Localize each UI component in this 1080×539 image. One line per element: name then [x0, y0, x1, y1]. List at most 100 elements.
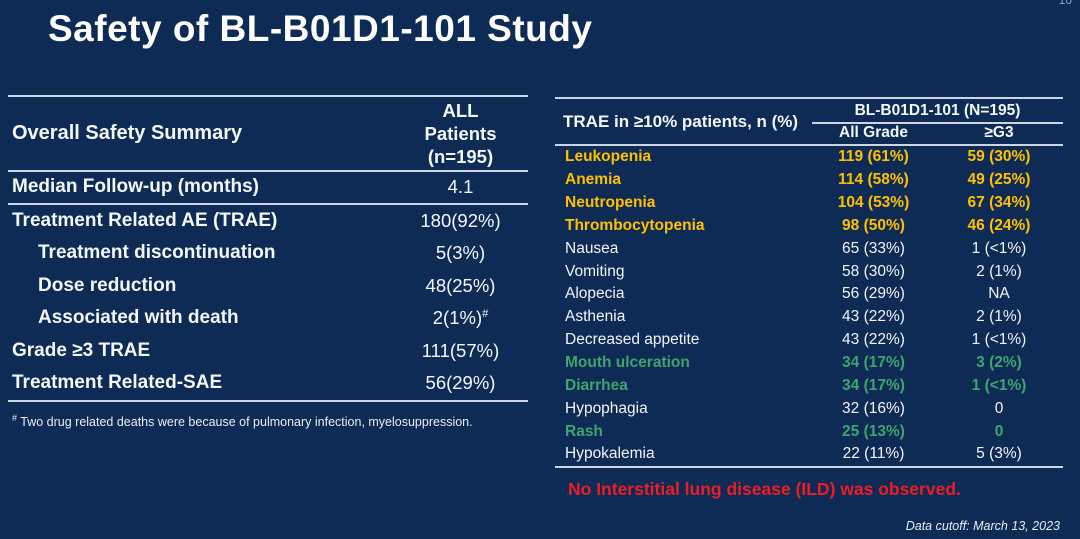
footnote: # Two drug related deaths were because o…: [8, 413, 528, 429]
row-value: 4.1: [447, 176, 474, 197]
table-row: Dose reduction 48(25%): [8, 270, 528, 303]
adverse-event-name: Thrombocytopenia: [565, 216, 705, 234]
table-row: Vomiting 58 (30%) 2 (1%): [555, 260, 1063, 283]
table-row: Rash 25 (13%) 0: [555, 420, 1063, 443]
row-label: Treatment discontinuation: [38, 242, 276, 264]
table-row: Diarrhea 34 (17%) 1 (<1%): [555, 374, 1063, 397]
adverse-event-name: Leukopenia: [565, 148, 652, 166]
adverse-event-name: Neutropenia: [565, 194, 656, 212]
table-rule: [555, 144, 1063, 146]
adverse-event-name: Nausea: [565, 239, 619, 257]
row-label: Grade ≥3 TRAE: [12, 339, 151, 361]
slide-title: Safety of BL-B01D1-101 Study: [48, 8, 593, 49]
trae-table-title: TRAE in ≥10% patients, n (%): [563, 111, 799, 131]
table-rule: [8, 169, 528, 172]
row-label: Median Follow-up (months): [12, 176, 259, 197]
row-label: Dose reduction: [38, 274, 177, 296]
table-rule: [8, 399, 528, 402]
table-row: Asthenia 43 (22%) 2 (1%): [555, 306, 1063, 329]
table-row: Mouth ulceration 34 (17%) 3 (2%): [555, 352, 1063, 375]
ild-note: No Interstitial lung disease (ILD) was o…: [568, 479, 961, 499]
table-row: Treatment Related AE (TRAE) 180(92%): [8, 205, 528, 238]
g3-value: 2 (1%): [976, 308, 1022, 326]
table-rule: [555, 97, 1063, 99]
table-row: Neutropenia 104 (53%) 67 (34%): [555, 192, 1063, 215]
g3-value: 0: [994, 399, 1004, 417]
row-value: 56(29%): [425, 372, 496, 394]
adverse-event-name: Hypokalemia: [565, 445, 655, 463]
all-grade-value: 65 (33%): [842, 239, 905, 257]
all-grade-value: 114 (58%): [838, 171, 909, 189]
all-grade-value: 58 (30%): [842, 262, 905, 280]
row-value: 111(57%): [421, 339, 500, 361]
all-grade-value: 56 (29%): [842, 285, 905, 303]
table-row: Anemia 114 (58%) 49 (25%): [555, 169, 1063, 192]
table-row: Alopecia 56 (29%) NA: [555, 283, 1063, 306]
table-row: Median Follow-up (months) 4.1: [8, 172, 528, 203]
table-row: Associated with death 2(1%)#: [8, 302, 528, 335]
table-row: Thrombocytopenia 98 (50%) 46 (24%): [555, 215, 1063, 238]
table-rule: [8, 202, 528, 205]
all-grade-value: 43 (22%): [842, 331, 905, 349]
all-grade-value: 25 (13%): [842, 422, 905, 440]
adverse-event-name: Asthenia: [565, 308, 626, 326]
g3-value: 1 (<1%): [971, 331, 1027, 349]
g3-value: 49 (25%): [967, 171, 1031, 189]
table-row: Leukopenia 119 (61%) 59 (30%): [555, 146, 1063, 169]
left-table-header-row: Overall Safety Summary ALL Patients (n=1…: [8, 97, 528, 170]
all-grade-value: 98 (50%): [842, 216, 905, 234]
table-row: Grade ≥3 TRAE 111(57%): [8, 335, 528, 368]
table-rule: [555, 465, 1063, 468]
row-value: 5(3%): [435, 242, 486, 264]
all-grade-value: 104 (53%): [837, 194, 910, 212]
adverse-event-name: Rash: [565, 422, 603, 440]
table-rule: [8, 95, 528, 97]
left-table-column-header: ALL Patients (n=195): [424, 99, 497, 167]
all-grade-value: 34 (17%): [842, 376, 905, 394]
g3-value: 2 (1%): [976, 262, 1022, 280]
all-grade-value: 22 (11%): [842, 445, 905, 463]
trae-table-header: TRAE in ≥10% patients, n (%) BL-B01D1-10…: [555, 99, 1063, 144]
g3-value: 0: [994, 422, 1004, 440]
study-group-header: BL-B01D1-101 (N=195): [812, 99, 1063, 124]
g3-value: 67 (34%): [967, 194, 1031, 212]
data-cutoff: Data cutoff: March 13, 2023: [905, 519, 1060, 533]
page-number: 10: [1058, 0, 1072, 7]
g3-value: 1 (<1%): [971, 239, 1027, 257]
adverse-event-name: Anemia: [565, 171, 621, 189]
table-row: Treatment discontinuation 5(3%): [8, 237, 528, 270]
g3-value: 1 (<1%): [971, 376, 1027, 394]
all-grade-value: 43 (22%): [842, 308, 905, 326]
row-value: 2(1%)#: [393, 307, 528, 329]
row-value: 48(25%): [425, 274, 496, 296]
table-row: Nausea 65 (33%) 1 (<1%): [555, 237, 1063, 260]
all-grade-column-header: All Grade: [839, 124, 908, 141]
table-row: Treatment Related-SAE 56(29%): [8, 367, 528, 400]
all-grade-value: 34 (17%): [842, 354, 905, 372]
adverse-event-name: Diarrhea: [565, 376, 628, 394]
g3-value: 59 (30%): [967, 148, 1031, 166]
g3-value: NA: [988, 285, 1010, 303]
g3-value: 46 (24%): [967, 216, 1031, 234]
all-grade-value: 32 (16%): [842, 399, 905, 417]
left-table-title: Overall Safety Summary: [12, 121, 243, 144]
g3-value: 3 (2%): [976, 354, 1022, 372]
adverse-event-name: Mouth ulceration: [565, 354, 690, 372]
table-row: Decreased appetite 43 (22%) 1 (<1%): [555, 329, 1063, 352]
g3-column-header: ≥G3: [984, 124, 1014, 141]
row-value-text: 2(1%): [432, 307, 483, 329]
row-value: 180(92%): [420, 209, 501, 231]
row-label: Treatment Related AE (TRAE): [12, 209, 278, 231]
adverse-event-name: Alopecia: [565, 285, 625, 303]
table-row: Hypophagia 32 (16%) 0: [555, 397, 1063, 420]
footnote-marker: #: [482, 308, 489, 321]
adverse-event-name: Decreased appetite: [565, 331, 700, 349]
adverse-event-name: Hypophagia: [565, 399, 648, 417]
adverse-event-name: Vomiting: [565, 262, 625, 280]
footnote-text: Two drug related deaths were because of …: [20, 414, 473, 429]
row-label: Associated with death: [38, 307, 239, 329]
all-grade-value: 119 (61%): [838, 148, 909, 166]
overall-safety-summary-table: Overall Safety Summary ALL Patients (n=1…: [8, 95, 528, 429]
trae-table: TRAE in ≥10% patients, n (%) BL-B01D1-10…: [555, 97, 1063, 468]
